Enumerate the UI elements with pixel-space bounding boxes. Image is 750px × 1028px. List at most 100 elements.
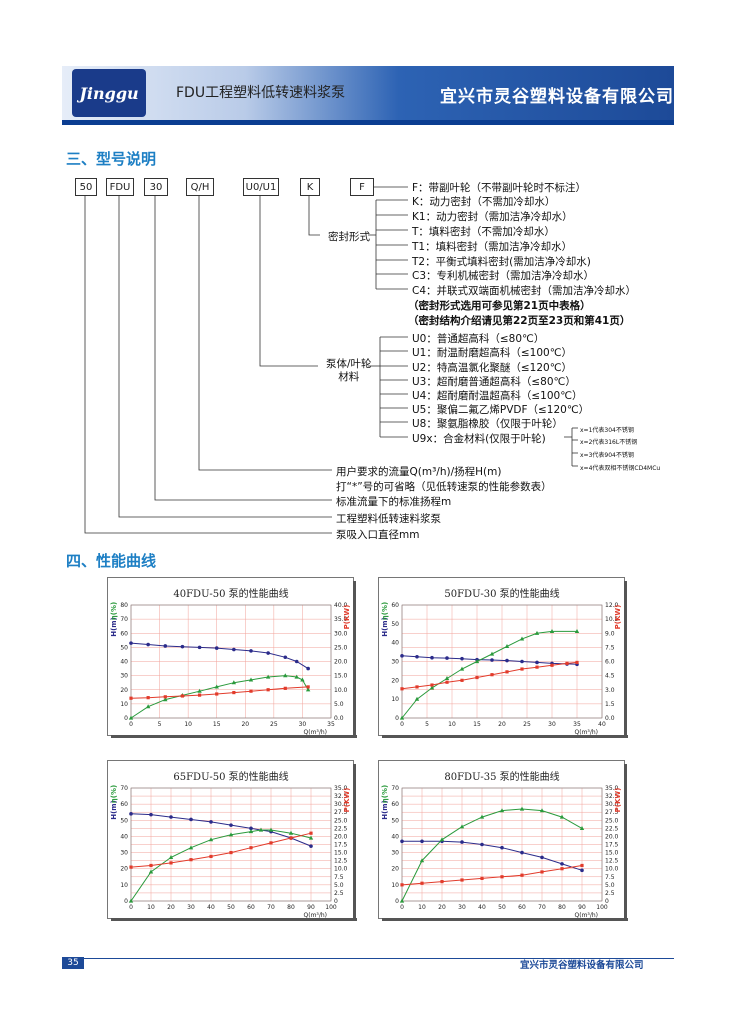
- chart-shadow: [353, 764, 356, 921]
- x-tick-label: 60: [247, 904, 255, 911]
- data-point-power: [189, 858, 193, 862]
- data-point-power: [420, 881, 424, 885]
- x-tick-label: 0: [400, 904, 404, 911]
- x-tick-label: 90: [578, 904, 586, 911]
- y-tick-label-left: 60: [391, 801, 399, 808]
- chart-title: 50FDU-30 泵的性能曲线: [444, 587, 559, 600]
- data-point-efficiency: [258, 827, 264, 832]
- data-point-power: [500, 875, 504, 879]
- data-point-head: [129, 641, 133, 645]
- chart-title: 40FDU-50 泵的性能曲线: [173, 587, 288, 600]
- y-tick-label-right: 27.5: [334, 809, 348, 816]
- y-tick-label-left: 40: [391, 640, 399, 647]
- data-point-head: [249, 649, 253, 653]
- y-tick-label-left: 30: [120, 850, 128, 857]
- company-logo: Jinggu: [72, 69, 146, 117]
- data-point-power: [490, 673, 494, 677]
- material-item: U1：耐温耐磨超高科（≤100℃）: [412, 347, 572, 359]
- material-item: U9x：合金材料(仅限于叶轮): [412, 433, 546, 445]
- data-point-head: [560, 862, 564, 866]
- data-point-power: [400, 883, 404, 887]
- y-tick-label-right: 35.0: [334, 785, 348, 792]
- footer-company: 宜兴市灵谷塑料设备有限公司: [520, 960, 644, 971]
- y-tick-label-right: 22.5: [605, 825, 619, 832]
- data-point-head: [309, 844, 313, 848]
- data-point-power: [229, 850, 233, 855]
- x-tick-label: 60: [518, 904, 526, 911]
- y-axis-label-right: P(KW): [343, 605, 351, 630]
- data-point-efficiency: [308, 835, 314, 840]
- seal-item: K1：动力密封（需加洁净冷却水）: [412, 211, 573, 223]
- y-tick-label-right: 15.0: [605, 850, 619, 857]
- data-point-efficiency: [268, 827, 274, 832]
- y-tick-label-right: 0: [334, 898, 338, 905]
- data-point-power: [575, 660, 579, 665]
- x-tick-label: 10: [147, 904, 155, 911]
- y-tick-label-right: 6.0: [605, 659, 615, 666]
- data-point-head: [460, 840, 464, 844]
- data-point-head: [249, 826, 253, 831]
- y-tick-label-right: 10.0: [334, 866, 348, 873]
- x-tick-label: 80: [558, 904, 566, 911]
- data-point-head: [266, 651, 270, 655]
- data-point-efficiency: [300, 677, 305, 682]
- section3-title: 三、型号说明: [66, 150, 157, 168]
- x-tick-label: 70: [267, 904, 275, 911]
- x-tick-label: 30: [299, 721, 307, 728]
- x-axis-label: Q(m³/h): [304, 729, 327, 736]
- data-point-head: [146, 642, 150, 647]
- seal-item: T：填料密封（不需加冷却水）: [412, 226, 555, 238]
- x-tick-label: 50: [227, 904, 235, 911]
- data-point-power: [440, 880, 444, 884]
- data-point-head: [430, 655, 434, 660]
- header-underline: [62, 120, 674, 125]
- y-tick-label-left: 30: [391, 659, 399, 666]
- y-axis-label-left: H(m): [110, 617, 118, 637]
- data-point-efficiency: [519, 636, 525, 641]
- data-point-power: [163, 695, 167, 699]
- y-axis-label-mid: η(%): [110, 602, 118, 620]
- y-tick-label-left: 40: [120, 833, 128, 840]
- x-tick-label: 40: [207, 904, 215, 911]
- seal-item: T2：平衡式填料密封(需加洁净冷却水): [412, 256, 591, 268]
- y-tick-label-right: 7.5: [334, 874, 344, 881]
- y-tick-label-right: 10.5: [605, 616, 619, 623]
- data-point-efficiency: [579, 825, 585, 830]
- y-tick-label-right: 35.0: [334, 616, 348, 623]
- data-point-power: [460, 878, 464, 882]
- data-point-efficiency: [474, 659, 480, 664]
- data-point-efficiency: [248, 829, 254, 834]
- x-tick-label: 100: [325, 904, 337, 911]
- y-tick-label-right: 40.0: [334, 602, 348, 609]
- y-tick-label-right: 35.0: [605, 785, 619, 792]
- plot-area: [130, 604, 332, 719]
- data-point-power: [283, 686, 287, 690]
- x-tick-label: 15: [473, 721, 481, 728]
- data-point-efficiency: [288, 830, 294, 835]
- data-point-head: [500, 845, 504, 850]
- data-point-power: [565, 661, 569, 665]
- x-tick-label: 30: [458, 904, 466, 911]
- y-tick-label-right: 27.5: [605, 809, 619, 816]
- chart-frame: [107, 577, 354, 736]
- data-point-efficiency: [145, 704, 151, 709]
- y-tick-label-right: 9.0: [605, 630, 615, 637]
- chart-svg: 40FDU-50 泵的性能曲线 0 5 10 15 20 25 30 35 0 10 20 30 40 50…: [107, 577, 357, 738]
- data-point-head: [283, 655, 288, 660]
- y-tick-label-right: 30.0: [334, 801, 348, 808]
- data-point-efficiency: [459, 666, 465, 671]
- chart-shadow: [111, 735, 357, 738]
- y-axis-label-mid: η(%): [110, 785, 118, 803]
- chart-shadow: [353, 581, 356, 738]
- material-item: U3：超耐磨普通超高科（≤80℃）: [412, 376, 576, 388]
- y-tick-label-right: 5.0: [334, 701, 344, 708]
- plot-area: [401, 604, 603, 719]
- data-point-efficiency: [519, 806, 525, 811]
- x-axis-label: Q(m³/h): [575, 729, 598, 736]
- data-point-power: [249, 846, 253, 850]
- data-point-power: [415, 685, 419, 689]
- data-point-power: [249, 689, 253, 693]
- y-tick-label-right: 15.0: [334, 850, 348, 857]
- series-line: [401, 630, 577, 719]
